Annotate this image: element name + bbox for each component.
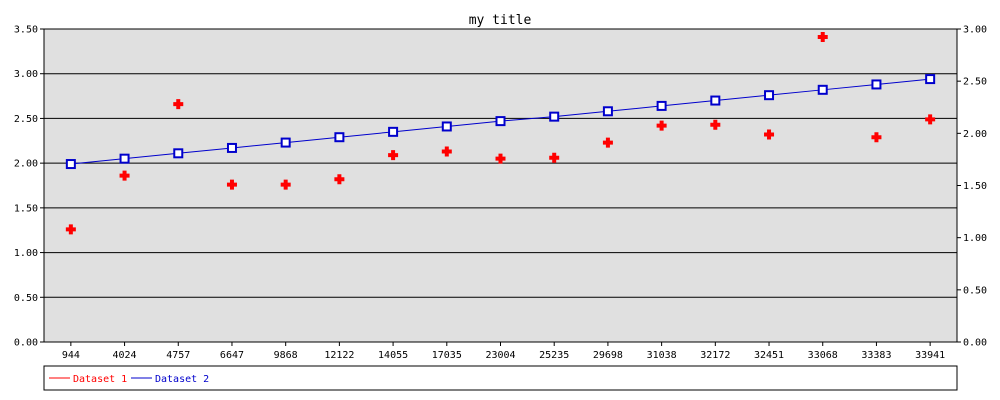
data-point [65,159,76,170]
plot-frame [43,28,958,343]
data-point [226,142,237,153]
data-point [656,120,667,131]
series-layer [65,32,936,235]
data-point [65,224,76,235]
data-point [817,32,828,43]
x-tick-label: 31038 [647,350,677,361]
plot-background [44,29,957,342]
legend-label-dataset-1: Dataset 1 [73,374,127,385]
data-point [495,116,506,127]
y-tick-label-right: 3.00 [963,25,987,36]
x-tick-label: 32451 [754,350,784,361]
data-point [710,119,721,130]
data-point [119,153,130,164]
data-point [764,90,775,101]
y-tick-label-left: 0.50 [14,293,38,304]
x-tick-label: 33068 [808,350,838,361]
data-point [602,106,613,117]
y-tick-label-right: 1.00 [963,233,987,244]
data-point [280,137,291,148]
data-point [710,95,721,106]
data-point [119,170,130,181]
data-point [173,148,184,159]
data-point [549,152,560,163]
data-point [441,146,452,157]
y-tick-label-left: 2.00 [14,159,38,170]
y-tick-label-left: 3.50 [14,25,38,36]
legend-box [43,365,958,391]
x-tick-label: 29698 [593,350,623,361]
series-1 [65,32,936,235]
y-tick-label-left: 2.50 [14,114,38,125]
y-tick-label-right: 0.00 [963,338,987,349]
x-tick-label: 4757 [166,350,190,361]
x-tick-label: 12122 [324,350,354,361]
x-tick-label: 23004 [485,350,515,361]
x-tick-label: 17035 [432,350,462,361]
chart-title: my title [469,13,532,28]
data-point [388,150,399,161]
data-point [334,174,345,185]
x-tick-label: 6647 [220,350,244,361]
x-tick-label: 4024 [113,350,137,361]
data-point [602,137,613,148]
data-point [817,84,828,95]
data-point [280,179,291,190]
data-point [173,99,184,110]
y-tick-label-left: 3.00 [14,69,38,80]
y-tick-label-right: 2.00 [963,129,987,140]
data-point [226,179,237,190]
data-point [925,114,936,125]
y-tick-label-right: 2.50 [963,77,987,88]
y-tick-label-left: 1.50 [14,203,38,214]
data-point [871,132,882,143]
y-axis-right: 0.00 0.50 1.00 1.50 2.00 2.50 3.00 [957,25,987,349]
x-tick-label: 14055 [378,350,408,361]
data-point [334,132,345,143]
y-tick-label-right: 1.50 [963,181,987,192]
y-tick-label-left: 0.00 [14,338,38,349]
data-point [549,111,560,122]
series-2 [65,74,936,170]
x-tick-label: 33383 [861,350,891,361]
data-point [495,153,506,164]
y-tick-label-left: 1.00 [14,248,38,259]
x-tick-label: 944 [62,350,80,361]
x-tick-label: 32172 [700,350,730,361]
data-point [764,129,775,140]
data-point [871,79,882,90]
data-point [925,74,936,85]
y-axis-left: 0.00 0.50 1.00 1.50 2.00 2.50 3.00 3.50 [14,25,44,349]
data-point [388,126,399,137]
data-point [441,121,452,132]
x-axis: 944 4024 4757 6647 9868 12122 14055 17035 23004 2… [62,342,945,361]
legend-label-dataset-2: Dataset 2 [155,374,209,385]
x-tick-label: 25235 [539,350,569,361]
legend: Dataset 1 Dataset 2 [43,365,958,391]
y-tick-label-right: 0.50 [963,285,987,296]
x-tick-label: 33941 [915,350,945,361]
x-tick-label: 9868 [274,350,298,361]
data-point [656,100,667,111]
